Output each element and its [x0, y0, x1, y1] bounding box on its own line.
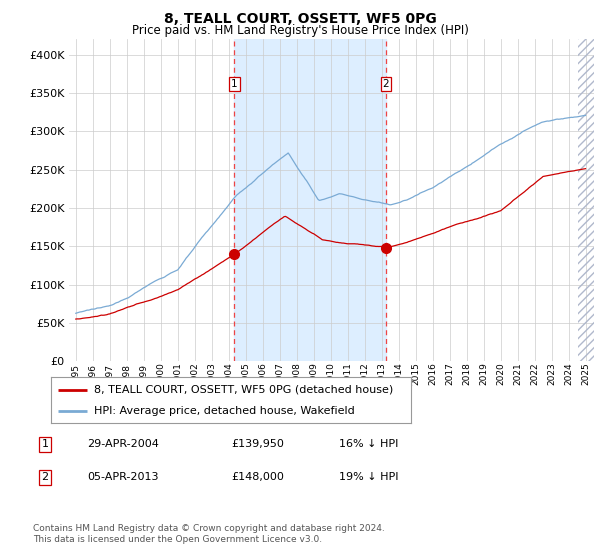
Text: Contains HM Land Registry data © Crown copyright and database right 2024.
This d: Contains HM Land Registry data © Crown c…: [33, 524, 385, 544]
Text: 05-APR-2013: 05-APR-2013: [87, 472, 158, 482]
Bar: [235, 39, 386, 361]
Text: Price paid vs. HM Land Registry's House Price Index (HPI): Price paid vs. HM Land Registry's House …: [131, 24, 469, 36]
Text: 29-APR-2004: 29-APR-2004: [87, 439, 159, 449]
Text: 2: 2: [41, 472, 49, 482]
Text: 2: 2: [383, 78, 389, 88]
Text: 1: 1: [231, 78, 238, 88]
Bar: [578, 39, 594, 361]
Text: £148,000: £148,000: [231, 472, 284, 482]
Text: 19% ↓ HPI: 19% ↓ HPI: [339, 472, 398, 482]
Text: 16% ↓ HPI: 16% ↓ HPI: [339, 439, 398, 449]
Text: £139,950: £139,950: [231, 439, 284, 449]
Text: HPI: Average price, detached house, Wakefield: HPI: Average price, detached house, Wake…: [94, 407, 355, 416]
Text: 8, TEALL COURT, OSSETT, WF5 0PG: 8, TEALL COURT, OSSETT, WF5 0PG: [164, 12, 436, 26]
Text: 1: 1: [41, 439, 49, 449]
Text: 8, TEALL COURT, OSSETT, WF5 0PG (detached house): 8, TEALL COURT, OSSETT, WF5 0PG (detache…: [94, 385, 394, 395]
Bar: [578, 39, 594, 361]
